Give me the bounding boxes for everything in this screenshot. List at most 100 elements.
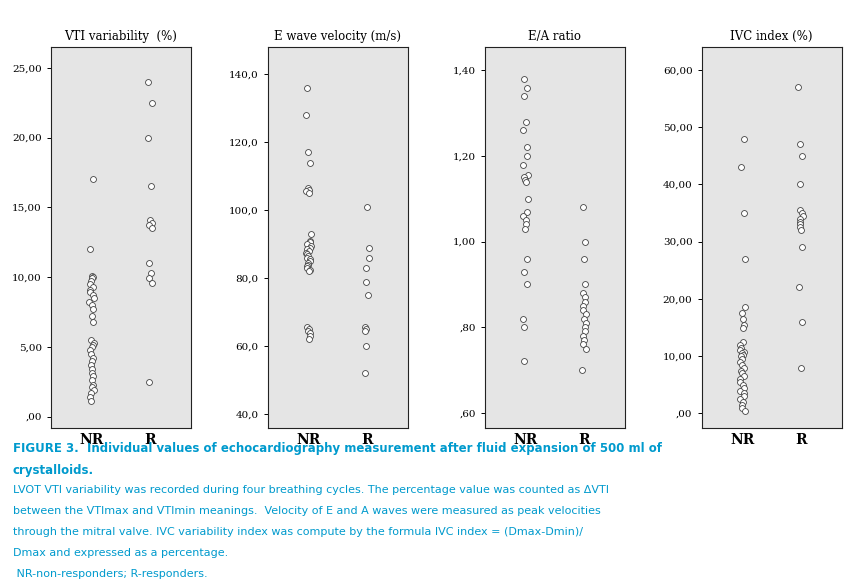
Point: [734, 374, 747, 384]
Point: [793, 220, 807, 229]
Point: [578, 237, 592, 246]
Point: [86, 341, 99, 350]
Point: [300, 250, 314, 259]
Title: IVC index (%): IVC index (%): [730, 30, 813, 43]
Point: [794, 217, 808, 226]
Point: [517, 267, 530, 276]
Point: [360, 325, 373, 334]
Point: [143, 377, 156, 386]
Point: [578, 322, 592, 332]
Text: crystalloids.: crystalloids.: [13, 464, 94, 476]
Point: [795, 317, 808, 326]
Point: [303, 255, 317, 264]
Point: [359, 277, 372, 286]
Point: [793, 214, 807, 223]
Point: [578, 292, 592, 302]
Point: [795, 243, 808, 252]
Point: [303, 257, 317, 266]
Point: [85, 274, 99, 283]
Point: [738, 406, 751, 415]
Point: [734, 346, 747, 355]
Point: [303, 241, 317, 251]
Point: [300, 240, 314, 249]
Point: [300, 244, 314, 254]
Point: [360, 263, 373, 272]
Point: [576, 301, 590, 311]
Point: [736, 380, 750, 390]
Point: [734, 162, 748, 172]
Point: [144, 215, 157, 224]
Point: [737, 337, 751, 346]
Point: [576, 288, 590, 298]
Point: [734, 366, 748, 375]
Point: [576, 340, 590, 349]
Text: NR-non-responders; R-responders.: NR-non-responders; R-responders.: [13, 569, 207, 579]
Point: [362, 243, 376, 252]
Point: [300, 323, 314, 332]
Point: [85, 360, 99, 370]
Point: [521, 194, 535, 203]
Point: [303, 267, 316, 276]
Point: [517, 160, 530, 169]
Point: [580, 344, 593, 353]
Point: [792, 283, 806, 292]
Point: [301, 260, 314, 269]
Point: [87, 386, 100, 395]
Point: [578, 297, 592, 306]
Point: [517, 211, 530, 220]
Point: [82, 298, 96, 307]
Point: [301, 258, 314, 268]
Point: [579, 318, 592, 328]
Point: [300, 248, 314, 257]
Point: [579, 309, 592, 319]
Point: [734, 340, 747, 349]
Point: [735, 355, 749, 364]
Point: [144, 98, 158, 107]
Point: [738, 303, 751, 312]
Point: [87, 338, 100, 347]
Point: [735, 400, 749, 410]
Point: [84, 349, 98, 359]
Point: [303, 335, 316, 344]
Point: [576, 331, 590, 340]
Point: [303, 158, 316, 167]
Point: [737, 320, 751, 329]
Point: [300, 261, 314, 271]
Point: [84, 335, 98, 345]
Point: [517, 357, 530, 366]
Point: [579, 327, 592, 336]
Point: [358, 369, 371, 378]
Point: [141, 77, 155, 87]
Point: [517, 173, 530, 182]
Point: [793, 223, 807, 232]
Point: [85, 356, 99, 366]
Point: [302, 189, 315, 198]
Point: [796, 211, 809, 220]
Point: [795, 208, 808, 217]
Point: [795, 151, 808, 161]
Point: [302, 185, 315, 195]
Point: [737, 383, 751, 393]
Title: E/A ratio: E/A ratio: [528, 30, 581, 43]
Point: [84, 397, 98, 406]
Point: [82, 244, 96, 254]
Point: [83, 285, 97, 294]
Point: [86, 364, 99, 374]
Point: [517, 314, 530, 323]
Point: [734, 352, 748, 361]
Point: [302, 326, 315, 336]
Point: [793, 139, 807, 149]
Point: [86, 372, 99, 381]
Point: [303, 331, 316, 340]
Point: [358, 326, 371, 336]
Point: [145, 224, 159, 233]
Point: [519, 220, 533, 229]
Point: [87, 380, 100, 389]
Point: [734, 343, 748, 352]
Point: [362, 253, 376, 263]
Point: [736, 350, 750, 360]
Point: [85, 369, 99, 378]
Point: [738, 254, 751, 264]
Point: [358, 323, 371, 332]
Point: [83, 277, 97, 286]
